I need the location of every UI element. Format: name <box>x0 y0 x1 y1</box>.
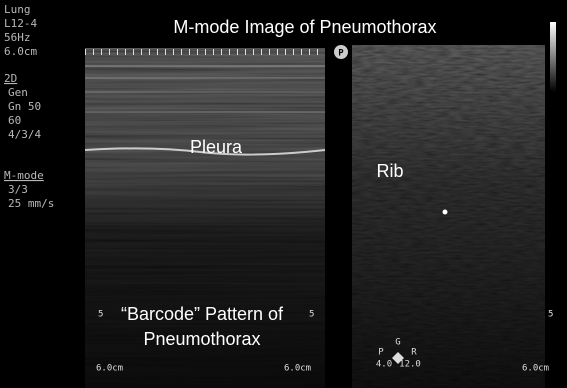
setting: 60 <box>8 114 21 127</box>
gray-scale-bar <box>550 22 556 92</box>
section-header: M-mode <box>4 169 44 182</box>
mmode-shade <box>85 48 325 388</box>
title: M-mode Image of Pneumothorax <box>173 17 436 37</box>
probe-icon <box>334 45 348 59</box>
cursor-dot <box>442 209 448 215</box>
setting: 56Hz <box>4 31 31 44</box>
annotations: M-mode Image of Pneumothorax Lung L12-4 … <box>4 3 553 374</box>
setting: L12-4 <box>4 17 37 30</box>
setting: 6.0cm <box>4 45 37 58</box>
setting: 25 mm/s <box>8 197 54 210</box>
barcode-label: “Barcode” Pattern of <box>121 304 284 324</box>
mmode-stripes <box>84 65 326 156</box>
pleura-label: Pleura <box>190 137 243 157</box>
bmode-shade <box>352 45 545 388</box>
section-header: 2D <box>4 72 17 85</box>
setting: 3/3 <box>8 183 28 196</box>
orientation-value: 12.0 <box>399 360 421 370</box>
rib-label: Rib <box>376 161 403 181</box>
setting: 4/3/4 <box>8 128 41 141</box>
setting: Gen <box>8 86 28 99</box>
orientation-value: 4.0 <box>376 360 392 370</box>
orientation-r: R <box>411 348 417 358</box>
setting: Lung <box>4 3 31 16</box>
orientation-marker <box>392 352 404 364</box>
orientation-g: G <box>395 338 400 348</box>
depth-scale: 6.0cm <box>522 364 549 374</box>
depth-marker: 5 <box>548 310 553 320</box>
barcode-label: Pneumothorax <box>143 329 260 349</box>
setting: Gn 50 <box>8 100 41 113</box>
depth-marker: 5 <box>309 310 314 320</box>
probe-letter: P <box>338 49 344 59</box>
depth-scale: 6.0cm <box>284 364 311 374</box>
orientation-p: P <box>378 348 384 358</box>
depth-marker: 5 <box>98 310 103 320</box>
depth-scale: 6.0cm <box>96 364 123 374</box>
